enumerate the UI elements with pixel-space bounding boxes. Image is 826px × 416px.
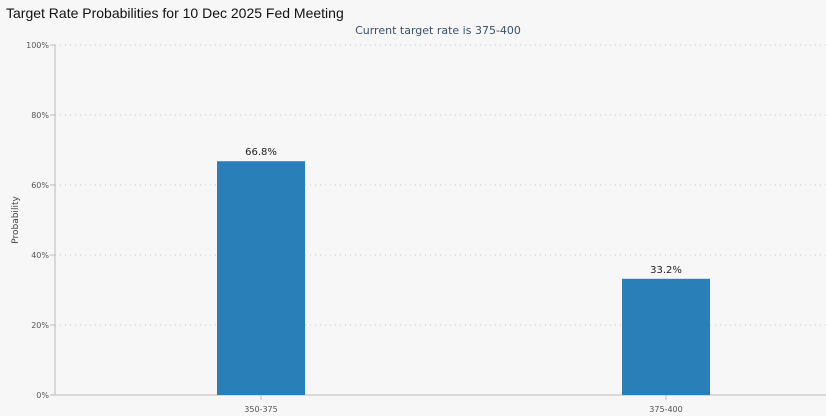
bar-350-375: [217, 161, 305, 395]
bar-375-400: [622, 278, 710, 395]
x-tick-label: 350-375: [244, 405, 277, 414]
data-label: 66.8%: [245, 147, 277, 158]
y-tick-label: 100%: [26, 41, 49, 50]
y-tick-label: 20%: [31, 321, 49, 330]
y-axis-label: Probability: [11, 196, 21, 244]
y-tick-label: 0%: [36, 391, 49, 400]
y-tick-label: 40%: [31, 251, 49, 260]
chart-title: Target Rate Probabilities for 10 Dec 202…: [6, 5, 344, 21]
y-tick-label: 80%: [31, 111, 49, 120]
x-tick-label: 375-400: [649, 405, 682, 414]
chart-subtitle: Current target rate is 375-400: [355, 24, 521, 37]
y-tick-label: 60%: [31, 181, 49, 190]
data-label: 33.2%: [650, 265, 682, 276]
